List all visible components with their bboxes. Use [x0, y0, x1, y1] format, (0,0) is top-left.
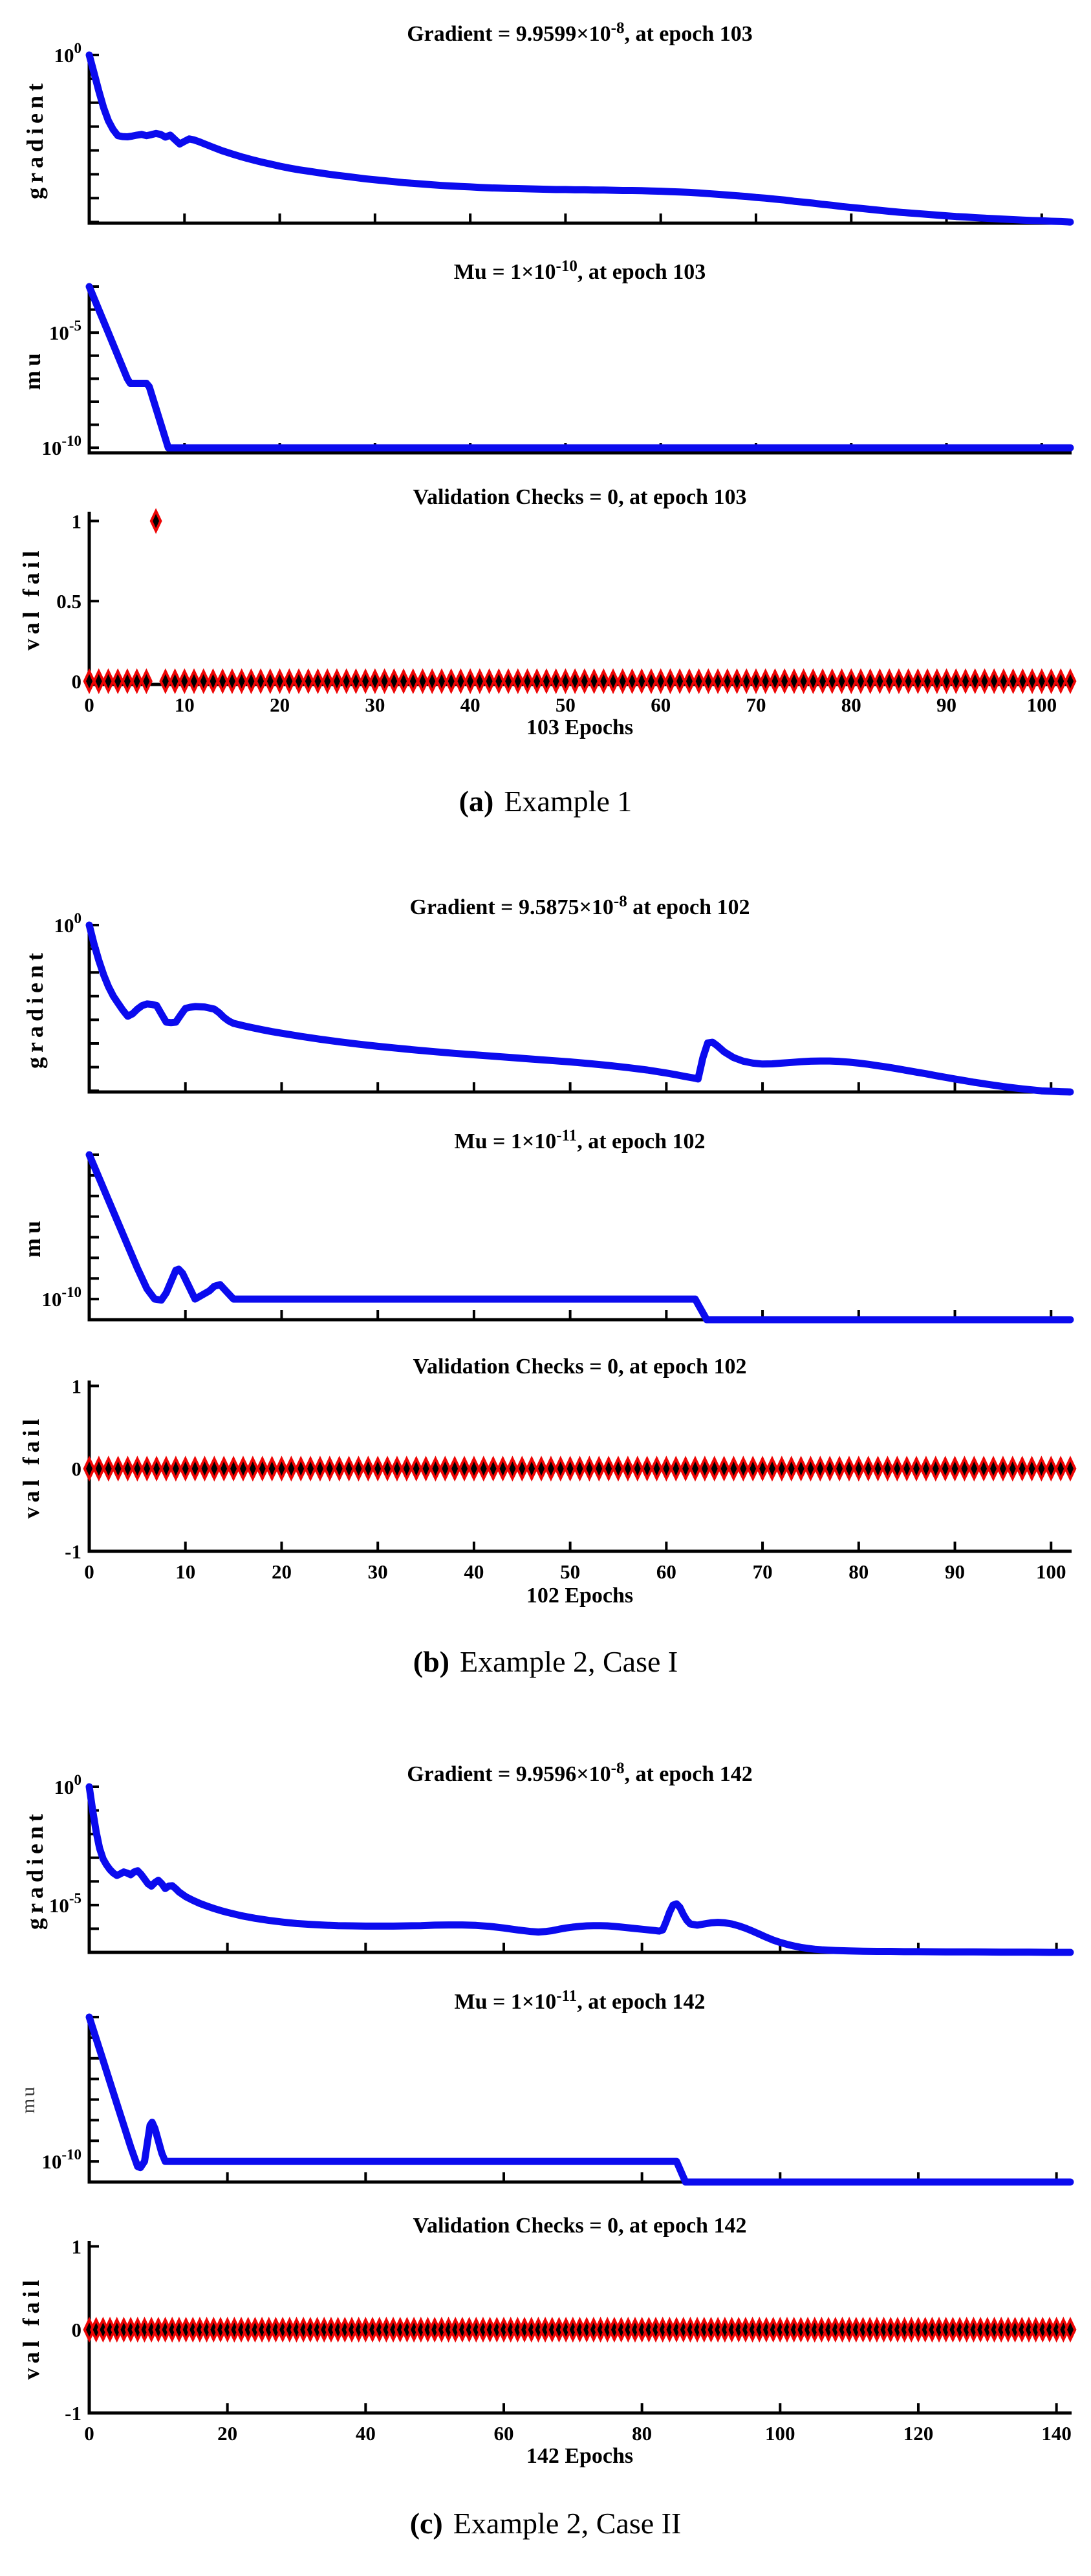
series-line: [85, 51, 1074, 226]
title-gradient-c: Gradient = 9.9596×10-8, at epoch 142: [407, 1760, 753, 1786]
y-tick-label: 10-10: [41, 2146, 81, 2173]
y-tick-label: 10-5: [49, 1890, 81, 1917]
y-tick-label: 1: [72, 510, 82, 532]
caption-c: (c) Example 2, Case II: [409, 2507, 682, 2540]
y-tick-label: 1: [72, 2235, 82, 2258]
title-mu-b: Mu = 1×10-11, at epoch 102: [454, 1127, 706, 1153]
x-tick-label: 20: [270, 693, 290, 715]
title-valfail-a: Validation Checks = 0, at epoch 103: [413, 485, 747, 509]
y-tick-label: 100: [54, 1773, 82, 1798]
x-tick-label: 120: [903, 2422, 934, 2442]
x-tick-label: 50: [556, 693, 576, 715]
x-tick-label: 80: [841, 693, 861, 715]
x-tick-label: 100: [765, 2422, 795, 2442]
axes: [87, 54, 1072, 225]
x-tick-label: 80: [848, 1560, 869, 1581]
x-tick-label: 20: [272, 1560, 292, 1581]
title-gradient-b: Gradient = 9.5875×10-8 at epoch 102: [409, 893, 750, 919]
val-fail-markers: [83, 2317, 1077, 2343]
x-tick-label: 90: [936, 693, 956, 715]
series-line: [85, 921, 1074, 1096]
x-tick-label: 40: [460, 693, 481, 715]
mu-chart-b: 10-10: [41, 1151, 1074, 1324]
x-tick-label: 140: [1041, 2422, 1072, 2442]
valfail-chart-c: 10-10 20 40 60 80 100 120 140: [65, 2235, 1077, 2442]
y-tick-label: 0: [72, 2319, 82, 2341]
x-tick-label: 60: [651, 693, 671, 715]
x-tick-label: 90: [945, 1560, 965, 1581]
mu-chart-a: 10-5 10-10: [41, 283, 1074, 459]
x-tick-label: 40: [464, 1560, 484, 1581]
x-tick-label: 70: [753, 1560, 773, 1581]
axes: [87, 285, 1072, 455]
x-tick-label: 60: [656, 1560, 676, 1581]
series-line: [85, 1783, 1074, 1956]
val-fail-markers: [83, 1456, 1077, 1482]
valfail-chart-a: 1 0.5 00 10 20 30 40 50 60 70 80 90 100: [56, 508, 1077, 715]
xlabel-epochs-c: 142 Epochs: [526, 2444, 634, 2468]
y-tick-label: 0.5: [56, 590, 81, 613]
axes: [87, 512, 1072, 686]
mu-chart-c: 10-10: [41, 2013, 1074, 2186]
x-tick-label: 100: [1027, 693, 1057, 715]
y-tick-label: -1: [65, 2402, 81, 2425]
x-tick-label: 0: [84, 2422, 94, 2442]
y-tick-label: 10-5: [49, 318, 81, 344]
y-tick-label: 100: [54, 911, 82, 937]
title-gradient-a: Gradient = 9.9599×10-8, at epoch 103: [407, 19, 753, 46]
x-tick-label: 50: [560, 1560, 580, 1581]
x-tick-label: 100: [1036, 1560, 1066, 1581]
val-fail-markers: [83, 508, 1077, 695]
gradient-chart-c: 100 10-5: [49, 1773, 1074, 1956]
axes: [87, 2241, 1072, 2415]
series-line: [85, 1151, 1074, 1324]
series-line: [85, 2013, 1074, 2186]
y-tick-label: 10-10: [41, 1284, 81, 1311]
y-tick-label: 0: [72, 1457, 82, 1480]
xlabel-epochs-a: 103 Epochs: [526, 715, 634, 739]
y-tick-label: 100: [54, 40, 82, 67]
title-valfail-b: Validation Checks = 0, at epoch 102: [413, 1355, 747, 1379]
x-tick-label: 0: [84, 693, 94, 715]
x-tick-label: 30: [365, 693, 385, 715]
gradient-chart-b: 100: [54, 911, 1074, 1096]
caption-a: (a) Example 1: [459, 785, 632, 818]
title-mu-a: Mu = 1×10-10, at epoch 103: [453, 257, 706, 284]
x-tick-label: 10: [175, 693, 195, 715]
x-tick-label: 80: [632, 2422, 652, 2442]
y-tick-label: 0: [72, 670, 82, 693]
title-mu-c: Mu = 1×10-11, at epoch 142: [454, 1987, 706, 2014]
x-tick-label: 40: [356, 2422, 376, 2442]
gradient-chart-a: 100: [54, 40, 1074, 226]
y-tick-label: -1: [65, 1540, 81, 1563]
valfail-chart-b: 10-10 10 20 30 40 50 60 70 80 90 100: [65, 1375, 1077, 1581]
axes: [87, 924, 1072, 1094]
x-tick-label: 20: [217, 2422, 237, 2442]
x-tick-label: 60: [493, 2422, 513, 2442]
x-tick-label: 10: [175, 1560, 195, 1581]
x-tick-label: 0: [84, 1560, 94, 1581]
series-line: [85, 283, 1074, 452]
y-tick-label: 10-10: [41, 433, 81, 459]
x-tick-label: 30: [368, 1560, 388, 1581]
caption-b: (b) Example 2, Case I: [413, 1645, 678, 1678]
y-tick-label: 1: [72, 1375, 82, 1397]
xlabel-epochs-b: 102 Epochs: [526, 1584, 634, 1608]
title-valfail-c: Validation Checks = 0, at epoch 142: [413, 2214, 747, 2238]
x-tick-label: 70: [746, 693, 766, 715]
